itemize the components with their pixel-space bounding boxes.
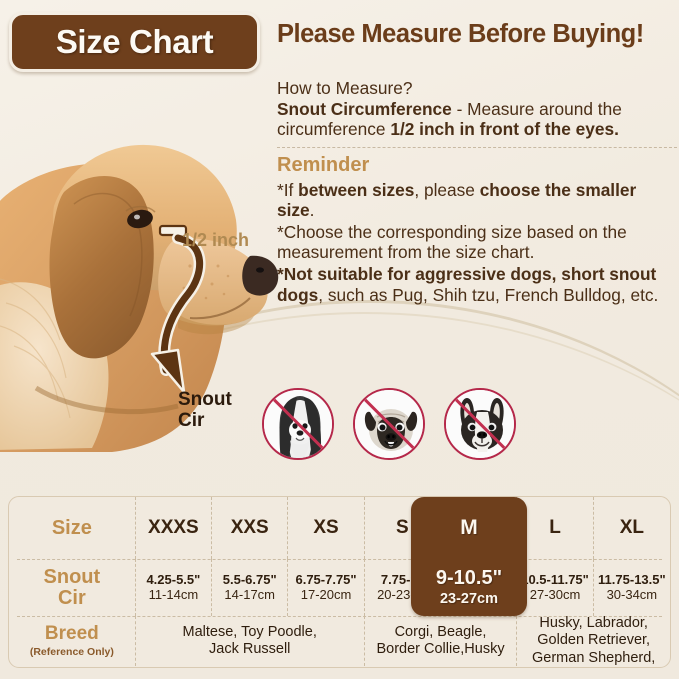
no-shih-tzu-icon <box>262 388 334 460</box>
note1-bold-2: choose the smaller size <box>277 179 637 221</box>
table-cell-size-l: L <box>517 497 594 559</box>
note1-middle: , please <box>414 179 480 200</box>
table-cell-snout-xxxs: 4.25-5.5" 11-14cm <box>136 559 213 616</box>
table-cell-size-xs: XS <box>288 497 365 559</box>
snout-measure-arrow <box>150 224 206 394</box>
reminder-note-3: *Not suitable for aggressive dogs, short… <box>277 264 677 305</box>
snout-inches: 10.5-11.75" <box>521 572 589 588</box>
reminder-heading: Reminder <box>277 153 370 176</box>
table-cell-snout-xxs: 5.5-6.75" 14-17cm <box>212 559 289 616</box>
table-cell-breed-small: Maltese, Toy Poodle, Jack Russell <box>136 616 365 666</box>
section-divider <box>277 146 677 148</box>
table-cell-breed-large: Husky, Labrador, Golden Retriever, Germa… <box>532 615 656 666</box>
snout-cm: 14-17cm <box>224 587 275 603</box>
row-label-breed-sub: (Reference Only) <box>29 645 114 658</box>
table-row-divider-2 <box>17 616 662 617</box>
table-cell-snout-xs: 6.75-7.75" 17-20cm <box>288 559 365 616</box>
no-french-bulldog-icon <box>444 388 516 460</box>
page-title: Please Measure Before Buying! <box>277 20 644 48</box>
note1-prefix: *If <box>277 179 299 200</box>
size-chart-badge: Size Chart <box>9 12 260 72</box>
how-to-measure-question: How to Measure? <box>277 78 413 98</box>
snout-cir-label-line1: Snout <box>178 389 232 410</box>
snout-inches: 4.25-5.5" <box>146 572 201 588</box>
snout-inches: 11.75-13.5" <box>598 572 666 588</box>
no-pug-icon <box>353 388 425 460</box>
table-cell-size-xxs: XXS <box>212 497 289 559</box>
size-table: Size XXXS XXS XS S L XL Snout Cir 4.25-5… <box>8 496 671 668</box>
half-inch-label: 1/2 inch <box>182 230 250 250</box>
size-chart-badge-label: Size Chart <box>55 23 214 60</box>
table-cell-snout-xl: 11.75-13.5" 30-34cm <box>594 559 670 616</box>
reminder-note-1: *If between sizes, please choose the sma… <box>277 180 677 221</box>
snout-cir-label-line2: Cir <box>178 409 205 431</box>
reminder-note-2: *Choose the corresponding size based on … <box>277 221 627 263</box>
table-snout-row: Snout Cir 4.25-5.5" 11-14cm 5.5-6.75" 14… <box>9 559 670 616</box>
table-cell-size-xl: XL <box>594 497 670 559</box>
note3-end: , such as Pug, Shih tzu, French Bulldog,… <box>318 284 659 305</box>
row-label-snout-line2: Cir <box>57 586 86 609</box>
row-label-snout-line1: Snout <box>43 566 101 589</box>
highlighted-inches: 9-10.5" <box>435 566 503 589</box>
highlighted-size-measurements: 9-10.5" 23-27cm <box>411 559 527 616</box>
note1-bold-1: between sizes <box>298 179 415 200</box>
table-cell-snout-l: 10.5-11.75" 27-30cm <box>517 559 594 616</box>
size-label: S <box>396 517 409 538</box>
row-label-size-text: Size <box>51 516 92 539</box>
snout-cir-label: Snout Cir <box>178 389 232 431</box>
row-label-snout-cir: Snout Cir <box>9 559 136 616</box>
table-breed-row: Breed (Reference Only) Maltese, Toy Pood… <box>9 615 670 666</box>
highlighted-size-m[interactable]: M 9-10.5" 23-27cm <box>411 497 527 616</box>
snout-cm: 27-30cm <box>529 587 581 603</box>
how-to-emphasis: 1/2 inch in front of the eyes. <box>390 119 619 140</box>
snout-cm: 17-20cm <box>300 587 352 603</box>
dog-measurement-diagram: 1/2 inch Snout Cir <box>0 88 292 458</box>
snout-cm: 11-14cm <box>148 587 199 603</box>
row-label-breed-text: Breed <box>44 623 99 645</box>
snout-cm: 30-34cm <box>606 587 658 603</box>
row-label-size: Size <box>9 497 136 559</box>
note3-bold: Not suitable for aggressive dogs, short … <box>277 264 657 305</box>
size-label: XXS <box>230 517 269 538</box>
snout-inches: 6.75-7.75" <box>295 572 357 588</box>
how-to-measure-body: Snout Circumference - Measure around the… <box>277 99 677 140</box>
table-row-divider-1 <box>17 559 662 560</box>
size-label: L <box>549 517 561 538</box>
row-label-breed: Breed (Reference Only) <box>9 616 136 666</box>
how-to-dash: - <box>451 98 468 119</box>
size-label: XXXS <box>148 517 199 538</box>
size-label: XS <box>313 517 339 538</box>
note1-end: . <box>309 200 315 221</box>
note3-star: * <box>277 264 284 285</box>
instructions-column: How to Measure? Snout Circumference - Me… <box>277 78 677 305</box>
snout-inches: 5.5-6.75" <box>222 572 277 588</box>
table-header-row: Size XXXS XXS XS S L XL <box>9 497 670 559</box>
how-to-part1: Measure around the circumference <box>277 98 622 140</box>
snout-circumference-term: Snout Circumference <box>277 98 452 119</box>
table-cell-breed-medium: Corgi, Beagle, Border Collie,Husky <box>365 616 518 666</box>
size-label: XL <box>619 517 644 538</box>
excluded-breeds-icons <box>262 388 516 460</box>
highlighted-size-label: M <box>460 516 478 539</box>
highlighted-cm: 23-27cm <box>439 590 499 607</box>
table-cell-size-xxxs: XXXS <box>136 497 213 559</box>
